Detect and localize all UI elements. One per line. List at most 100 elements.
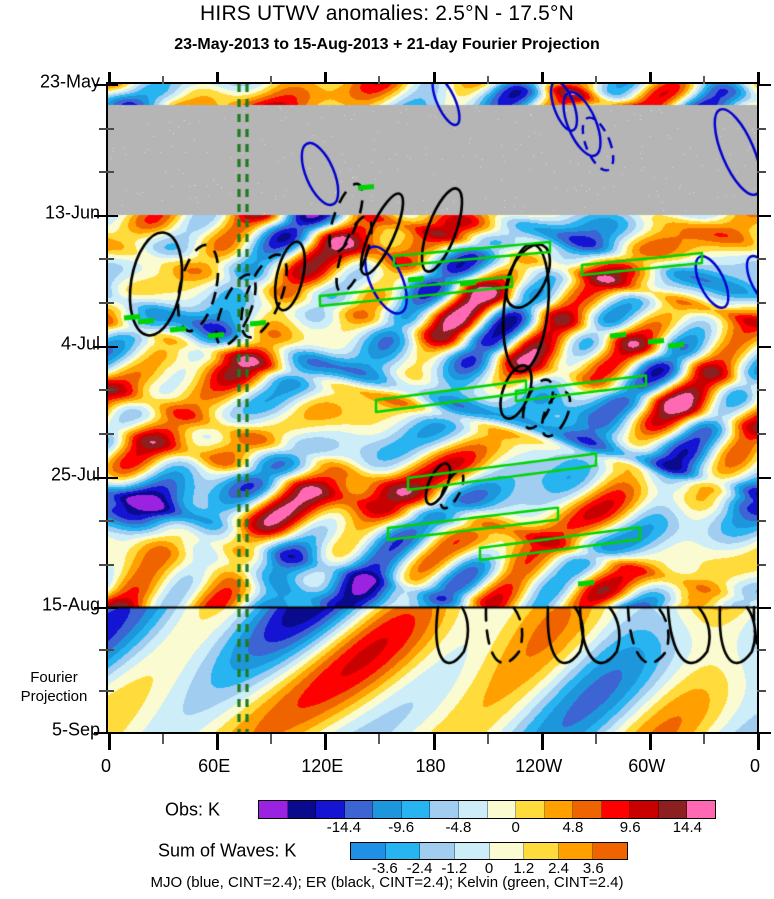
colorbar-tick-label: 2.4: [548, 860, 569, 877]
x-tick-minor: [162, 734, 165, 744]
fourier-note-line2: Projection: [20, 688, 88, 705]
y-tick-minor: [99, 389, 108, 392]
y-tick-minor: [108, 258, 114, 261]
colorbar-waves-title: Sum of Waves: K: [158, 840, 297, 861]
colorbar-tick-label: 0: [484, 860, 494, 877]
y-tick-minor: [757, 648, 766, 651]
colorbar-waves-ticks: -3.6 -2.4 -1.2 0 1.2 2.4 3.6: [350, 860, 626, 878]
colorbar-swatch: [544, 801, 574, 818]
colorbar-swatch: [558, 843, 594, 859]
hovmoller-plot: [94, 72, 771, 750]
y-tick-minor: [99, 432, 108, 435]
x-tick-major: [648, 72, 652, 84]
x-axis-label: 0: [100, 756, 112, 776]
colorbar-swatch: [316, 801, 345, 818]
x-axis-label: 60W: [628, 756, 666, 776]
y-tick-minor: [108, 432, 114, 435]
colorbar-tick-label: 3.6: [582, 860, 604, 877]
y-tick-major: [757, 732, 771, 734]
y-tick-minor: [757, 389, 766, 392]
y-tick-minor: [757, 302, 766, 305]
y-tick-minor: [99, 563, 108, 566]
colorbar-swatch: [373, 801, 402, 818]
y-tick-major: [108, 84, 118, 86]
y-tick-major: [757, 345, 771, 348]
x-tick-major: [108, 72, 111, 84]
y-axis-label: 25-Jul: [50, 464, 100, 485]
y-tick-minor: [108, 389, 114, 392]
x-tick-minor: [162, 76, 165, 84]
page-subtitle: 23-May-2013 to 15-Aug-2013 + 21-day Four…: [174, 36, 600, 53]
fourier-note-line1: Fourier: [30, 669, 78, 686]
y-tick-minor: [757, 127, 766, 130]
y-tick-major: [757, 476, 771, 479]
x-axis-label: 60E: [198, 756, 231, 776]
colorbar-swatch: [687, 801, 715, 818]
colorbar-swatch: [487, 801, 517, 818]
colorbar-swatch: [516, 801, 545, 818]
y-tick-minor: [99, 127, 108, 130]
x-tick-minor: [702, 734, 705, 744]
y-tick-major: [757, 607, 771, 610]
x-tick-major: [432, 734, 436, 750]
colorbar-swatch: [524, 843, 559, 859]
x-tick-major: [648, 734, 652, 750]
colorbar-obs: [258, 800, 716, 819]
page-title: HIRS UTWV anomalies: 2.5°N - 17.5°N: [200, 2, 574, 25]
colorbar-swatch: [454, 843, 490, 859]
colorbar-tick-label: 9.6: [619, 819, 641, 836]
y-tick-minor: [99, 258, 108, 261]
y-tick-minor: [108, 171, 114, 174]
x-axis-labels: [106, 82, 755, 122]
x-tick-major: [216, 734, 220, 750]
y-tick-minor: [757, 258, 766, 261]
colorbar-waves: [350, 842, 628, 860]
y-tick-major: [94, 84, 108, 86]
x-tick-minor: [486, 734, 489, 744]
y-tick-major: [108, 476, 118, 479]
y-tick-minor: [99, 302, 108, 305]
colorbar-tick-label: 14.4: [672, 819, 702, 836]
x-tick-major: [216, 72, 220, 84]
y-tick-minor: [99, 520, 108, 523]
y-tick-major: [94, 345, 108, 348]
colorbar-tick-label: -4.8: [445, 819, 472, 836]
y-tick-minor: [757, 171, 766, 174]
colorbar-swatch: [593, 843, 627, 859]
y-axis-labels: 23-May 13-Jun 4-Jul 25-Jul 15-Aug 5-Sep: [0, 72, 100, 740]
x-tick-minor: [378, 734, 381, 744]
colorbar-swatch: [573, 801, 602, 818]
colorbar-swatch: [385, 843, 421, 859]
x-tick-major: [324, 734, 328, 750]
y-tick-major: [94, 607, 108, 610]
y-tick-minor: [108, 127, 114, 130]
colorbar-tick-label: -2.4: [406, 860, 433, 877]
y-axis-label: 23-May: [39, 71, 100, 92]
y-tick-minor: [99, 690, 108, 693]
heatmap-canvas: [108, 84, 757, 732]
y-tick-minor: [757, 563, 766, 566]
colorbar-swatch: [351, 843, 386, 859]
x-tick-minor: [486, 76, 489, 84]
y-tick-major: [108, 607, 118, 610]
y-tick-major: [108, 214, 118, 217]
plot-data-area: [108, 84, 757, 732]
colorbar-tick-label: -9.6: [388, 819, 415, 836]
y-axis-label: 13-Jun: [44, 202, 100, 223]
y-tick-major: [108, 732, 118, 734]
y-axis-label: 4-Jul: [60, 333, 100, 354]
colorbar-tick-label: 1.2: [513, 860, 535, 877]
colorbar-tick-label: 4.8: [562, 819, 584, 836]
colorbar-swatch: [489, 843, 525, 859]
colorbar-obs-ticks: -14.4 -9.6 -4.8 0 4.8 9.6 14.4: [258, 819, 714, 839]
colorbar-swatch: [287, 801, 317, 818]
y-tick-major: [94, 214, 108, 217]
x-tick-major: [324, 72, 328, 84]
y-tick-minor: [108, 302, 114, 305]
x-tick-major: [540, 734, 544, 750]
y-axis-label: 5-Sep: [51, 719, 100, 740]
y-tick-major: [108, 345, 118, 348]
colorbar-swatch: [658, 801, 688, 818]
colorbar-swatch: [458, 801, 488, 818]
x-tick-major: [540, 72, 544, 84]
